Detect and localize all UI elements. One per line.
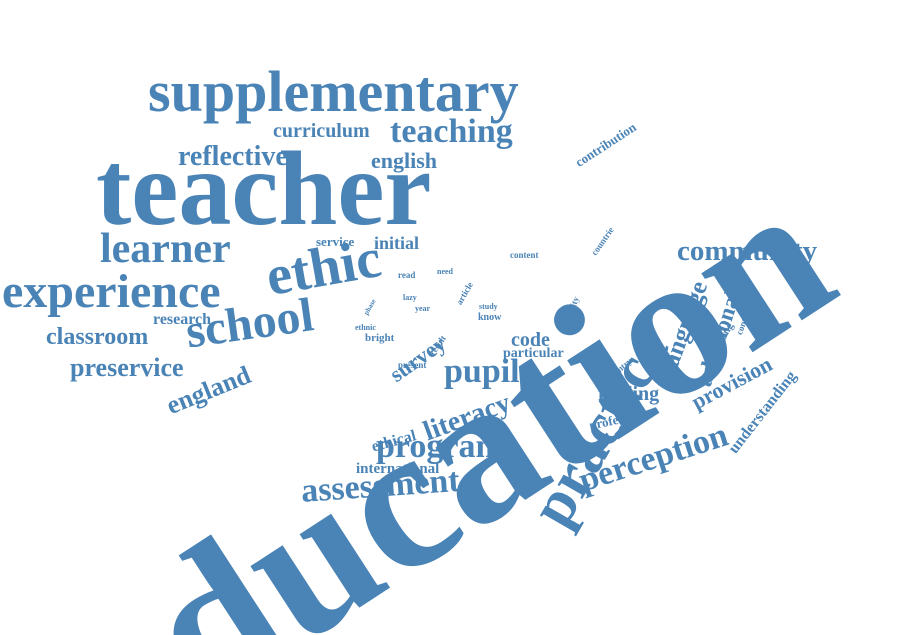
word-finding: finding bbox=[598, 383, 660, 405]
word-international: international bbox=[356, 461, 440, 477]
word-teacher: teacher bbox=[96, 130, 432, 247]
word-program: program bbox=[376, 428, 504, 465]
word-know: know bbox=[478, 312, 502, 323]
word-initial: initial bbox=[374, 233, 420, 253]
word-year: year bbox=[415, 304, 431, 313]
word-classroom: classroom bbox=[46, 324, 149, 350]
word-supplementary: supplementary bbox=[148, 59, 519, 124]
word-teaching: teaching bbox=[390, 113, 513, 150]
word-particular: particular bbox=[503, 346, 564, 361]
word-community: community bbox=[677, 235, 818, 267]
word-lazy: lazy bbox=[403, 293, 417, 302]
word-study: study bbox=[479, 302, 498, 311]
word-need: need bbox=[437, 267, 453, 276]
word-learner: learner bbox=[100, 226, 231, 272]
word-contribution: contribution bbox=[572, 119, 639, 170]
word-ethnic: ethnic bbox=[355, 323, 376, 332]
word-phase: phase bbox=[362, 297, 378, 317]
word-bright: bright bbox=[365, 332, 395, 344]
word-article: article bbox=[454, 280, 476, 307]
word-experience: experience bbox=[2, 265, 221, 318]
word-english: english bbox=[371, 148, 438, 173]
word-service: service bbox=[316, 234, 355, 249]
word-read: read bbox=[398, 270, 416, 280]
word-preservice: preservice bbox=[70, 353, 184, 382]
word-curriculum: curriculum bbox=[273, 120, 370, 142]
word-reflective: reflective bbox=[178, 141, 288, 172]
word-content: content bbox=[510, 250, 539, 260]
word-code: code bbox=[511, 329, 550, 351]
word-pupil: pupil bbox=[444, 353, 520, 390]
word-research: research bbox=[153, 311, 212, 328]
word-present: present bbox=[398, 360, 427, 370]
